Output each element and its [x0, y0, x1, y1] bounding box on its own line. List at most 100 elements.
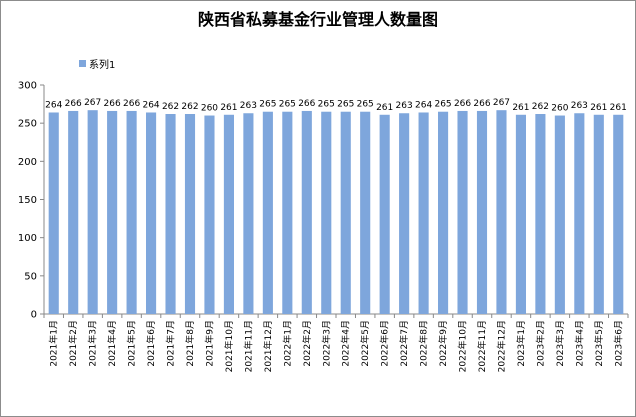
x-tick-label: 2022年6月	[379, 320, 391, 367]
bar	[574, 113, 585, 314]
x-tick-label: 2021年4月	[106, 320, 118, 367]
bar	[438, 111, 449, 314]
x-tick-label: 2023年4月	[573, 320, 585, 367]
bar	[301, 110, 312, 314]
bar	[165, 114, 176, 314]
data-label: 260	[201, 104, 218, 114]
bar	[146, 112, 157, 314]
data-label: 266	[65, 99, 82, 109]
data-label: 262	[162, 102, 179, 112]
data-label: 265	[259, 100, 276, 110]
bar	[340, 111, 351, 314]
bar	[535, 114, 546, 314]
data-label: 262	[181, 102, 198, 112]
legend: 系列1	[79, 56, 115, 71]
x-tick-label: 2021年2月	[67, 320, 79, 367]
x-tick-label: 2022年3月	[320, 320, 332, 367]
data-label: 262	[532, 102, 549, 112]
x-tick-label: 2021年6月	[145, 320, 157, 367]
x-tick-label: 2021年9月	[203, 320, 215, 367]
y-tick-label: 250	[18, 119, 37, 130]
bar	[418, 112, 429, 314]
data-label: 265	[357, 100, 374, 110]
bar	[379, 114, 390, 315]
bar	[48, 112, 59, 314]
bar	[204, 115, 215, 315]
legend-label: 系列1	[89, 60, 116, 71]
bar	[496, 110, 507, 314]
y-tick-label: 200	[18, 157, 37, 168]
bar	[243, 113, 254, 314]
y-tick-label: 100	[18, 233, 37, 244]
bar	[184, 114, 196, 314]
y-tick-label: 300	[18, 81, 37, 92]
y-tick-label: 0	[31, 310, 37, 321]
bar	[126, 110, 137, 314]
bar	[68, 110, 79, 314]
data-label: 261	[512, 103, 529, 113]
bar	[554, 115, 565, 315]
x-tick-label: 2022年2月	[301, 320, 313, 367]
x-tick-label: 2021年3月	[87, 320, 99, 367]
data-label: 266	[298, 99, 315, 109]
y-tick-label: 150	[18, 195, 37, 206]
data-label: 261	[590, 103, 607, 113]
bar	[223, 114, 234, 315]
data-label: 264	[45, 100, 62, 110]
data-label: 266	[473, 99, 490, 109]
bar	[457, 110, 468, 314]
x-tick-label: 2022年5月	[359, 320, 371, 367]
data-label: 267	[84, 98, 101, 108]
bar	[593, 114, 604, 315]
x-tick-label: 2022年1月	[281, 320, 293, 367]
x-tick-label: 2022年11月	[476, 320, 488, 372]
x-tick-label: 2022年10月	[457, 320, 469, 372]
x-tick-label: 2022年8月	[418, 320, 430, 367]
data-label: 266	[454, 99, 471, 109]
data-label: 266	[123, 99, 140, 109]
data-label: 261	[220, 103, 237, 113]
data-label: 261	[376, 103, 393, 113]
legend-swatch	[79, 60, 86, 67]
data-label: 263	[396, 101, 413, 111]
data-label: 264	[415, 100, 432, 110]
x-tick-label: 2021年12月	[262, 320, 274, 372]
data-label: 267	[493, 98, 510, 108]
x-tick-label: 2022年7月	[398, 320, 410, 367]
bar	[321, 111, 332, 314]
x-tick-label: 2023年5月	[593, 320, 605, 367]
data-label: 263	[240, 101, 257, 111]
bar	[107, 110, 118, 314]
data-label: 263	[571, 101, 588, 111]
bar	[613, 114, 624, 315]
data-label: 264	[142, 100, 159, 110]
bar	[87, 110, 98, 314]
data-label: 261	[610, 103, 627, 113]
x-tick-label: 2021年11月	[242, 320, 254, 372]
x-tick-label: 2022年12月	[495, 320, 507, 372]
bar	[282, 111, 293, 314]
data-label: 265	[318, 100, 335, 110]
bar	[476, 110, 488, 314]
x-tick-label: 2021年7月	[165, 320, 177, 367]
data-label: 260	[551, 104, 568, 114]
data-label: 266	[104, 99, 121, 109]
data-label: 265	[279, 100, 296, 110]
bar	[262, 111, 273, 314]
bar	[360, 111, 371, 314]
data-label: 265	[434, 100, 451, 110]
bar	[399, 113, 410, 314]
x-tick-label: 2023年1月	[515, 320, 527, 367]
data-label: 265	[337, 100, 354, 110]
x-tick-label: 2021年1月	[48, 320, 60, 367]
x-tick-label: 2022年9月	[437, 320, 449, 367]
x-tick-label: 2021年10月	[223, 320, 235, 372]
chart-title: 陕西省私募基金行业管理人数量图	[197, 10, 438, 29]
x-tick-label: 2023年3月	[554, 320, 566, 367]
x-tick-label: 2023年2月	[534, 320, 546, 367]
x-tick-label: 2022年4月	[340, 320, 352, 367]
x-tick-label: 2021年5月	[126, 320, 138, 367]
bar	[515, 114, 526, 315]
